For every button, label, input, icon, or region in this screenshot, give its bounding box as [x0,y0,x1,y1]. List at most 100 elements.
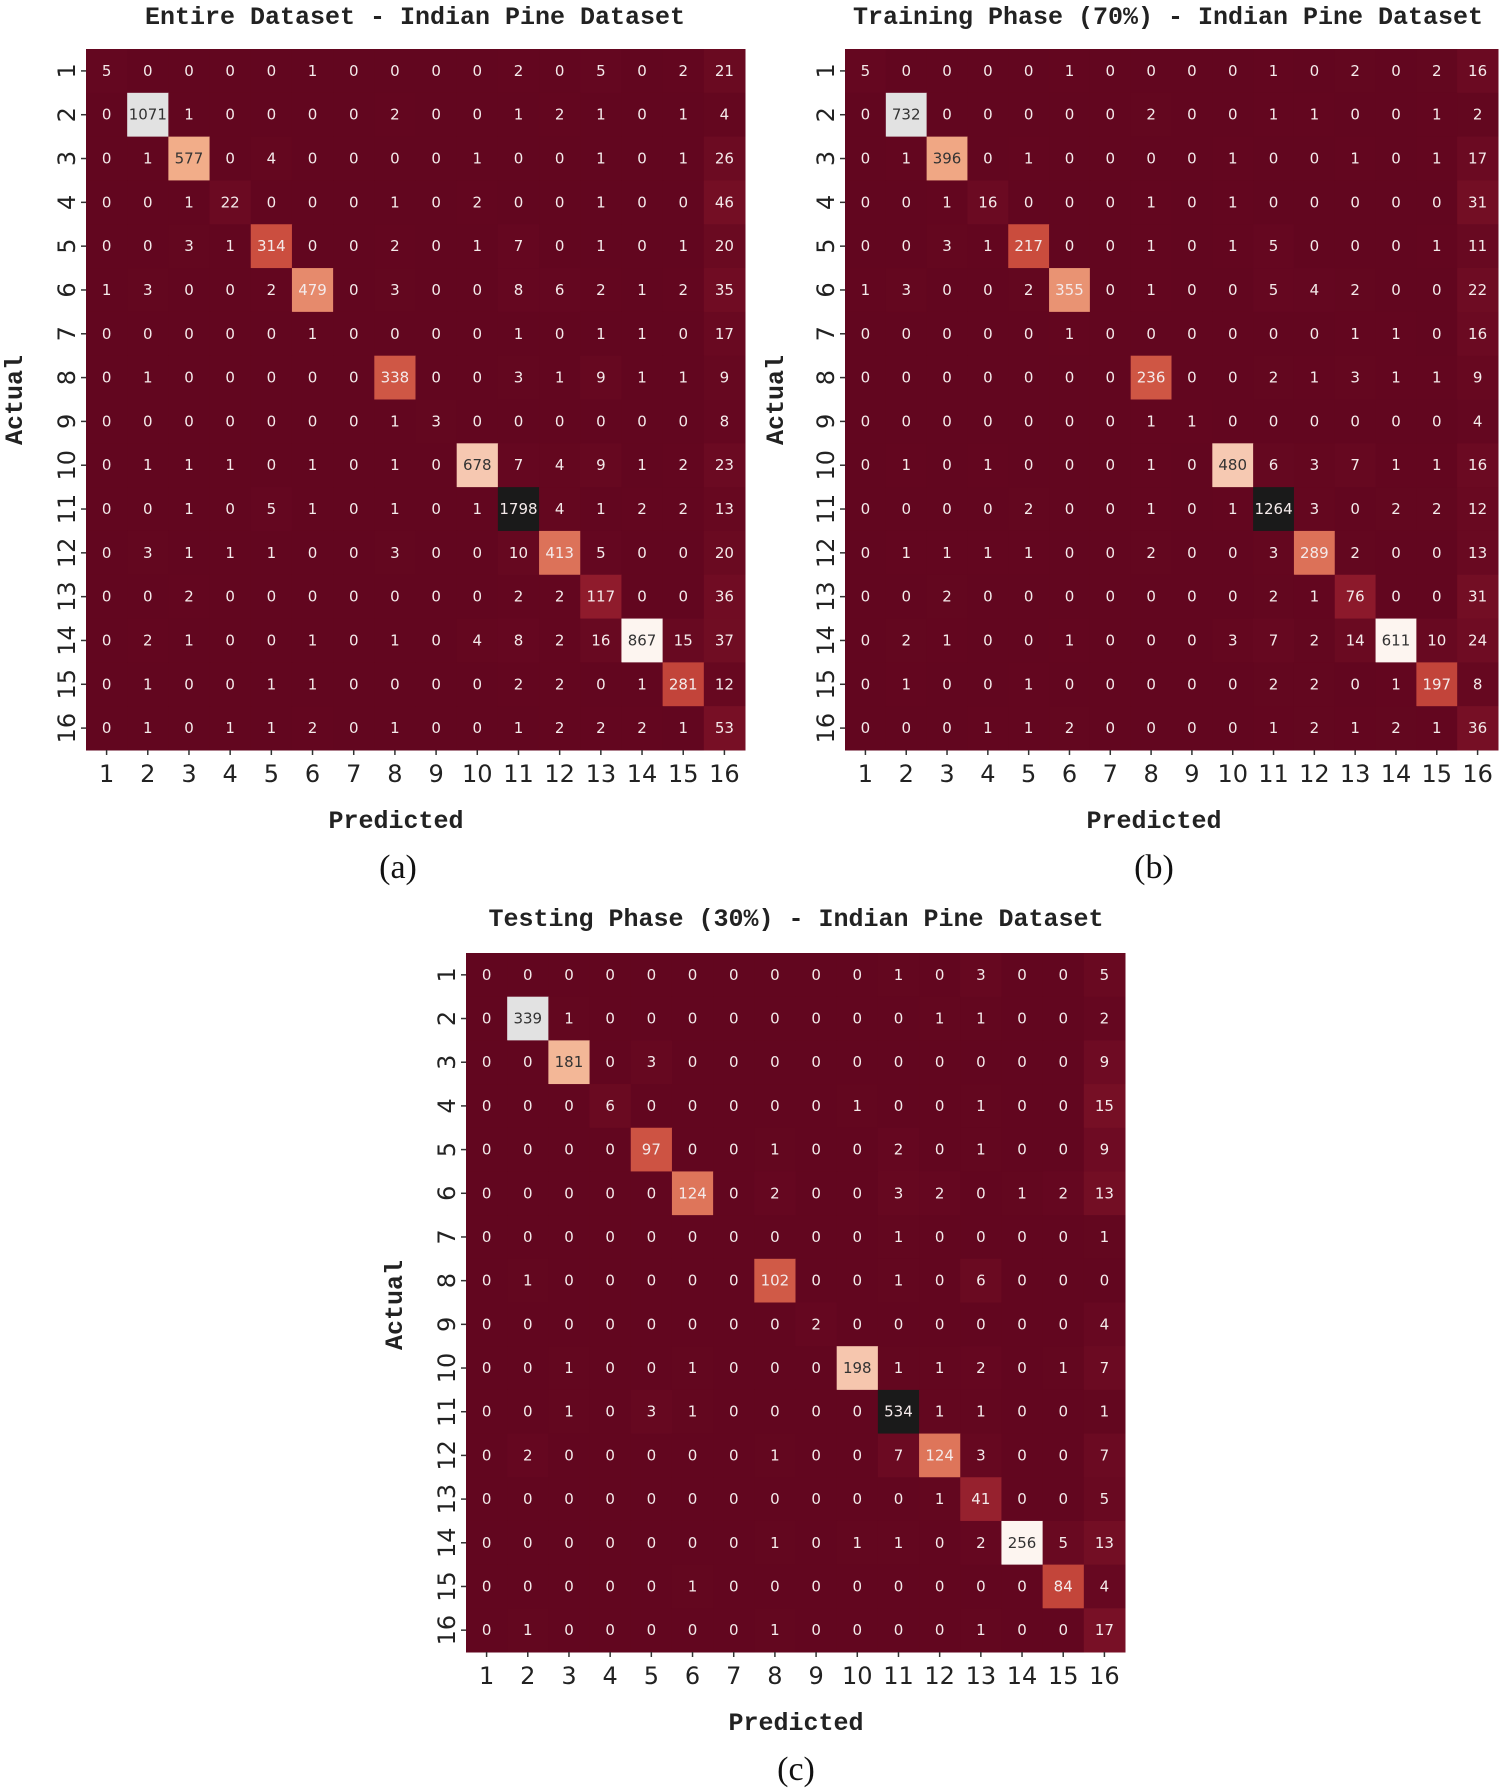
heatmap-cell [836,1302,879,1347]
heatmap-cell [548,1215,591,1260]
heatmap-cell [374,92,416,138]
heatmap-cell [1253,574,1295,620]
heatmap-cell [1083,1477,1126,1522]
cell-value-label: 0 [811,1621,821,1639]
cell-value-label: 0 [1024,106,1034,124]
heatmap-cell [1375,443,1417,488]
heatmap-cell [1293,180,1336,225]
heatmap-cell [1130,311,1172,357]
cell-value-label: 0 [853,1272,863,1290]
cell-value-label: 2 [678,62,688,80]
cell-value-label: 0 [482,1621,492,1639]
heatmap-cell [415,180,458,225]
heatmap-cell [1049,224,1091,269]
heatmap-cell [1253,443,1295,488]
cell-value-label: 0 [1391,62,1401,80]
heatmap-cell [1253,180,1295,225]
heatmap-cell [877,1564,920,1609]
x-tick-label: 11 [1258,760,1289,788]
heatmap-cell [580,92,622,138]
cell-value-label: 0 [935,1577,945,1595]
cell-value-label: 0 [102,544,112,562]
heatmap-cell [374,136,416,181]
cell-value-label: 0 [901,62,911,80]
cell-value-label: 13 [1095,1534,1114,1552]
heatmap-cell [1089,574,1132,620]
cell-value-label: 0 [431,500,441,518]
heatmap-cell [1171,487,1213,532]
heatmap-cell [209,224,252,269]
cell-value-label: 2 [770,1184,780,1202]
heatmap-cell [1334,268,1377,313]
cell-value-label: 355 [1055,281,1084,299]
cell-value-label: 0 [853,1141,863,1159]
x-tick-label: 4 [603,1662,618,1690]
heatmap-cell [1293,574,1336,620]
cell-value-label: 1 [267,675,277,693]
cell-value-label: 0 [1017,1010,1027,1028]
cell-value-label: 14 [1346,631,1365,649]
cell-value-label: 0 [729,1490,739,1508]
cell-value-label: 0 [564,1141,574,1159]
cell-value-label: 0 [1432,412,1442,430]
heatmap-cell [1089,92,1132,138]
cell-value-label: 0 [431,631,441,649]
cell-value-label: 0 [523,1577,533,1595]
heatmap-cell [589,1389,632,1435]
cell-value-label: 1 [143,369,153,387]
heatmap-cell [1253,618,1295,663]
heatmap-cell [919,1215,961,1260]
cell-value-label: 396 [933,150,962,168]
cell-value-label: 1 [308,631,318,649]
heatmap-cell [877,1520,920,1566]
cell-value-label: 0 [1058,966,1068,984]
cell-value-label: 0 [1187,588,1197,606]
heatmap-cell [127,706,169,751]
heatmap-cell [291,618,334,663]
cell-value-label: 0 [1187,369,1197,387]
cell-value-label: 0 [605,1228,615,1246]
cell-value-label: 0 [1187,544,1197,562]
heatmap-cell [548,996,591,1041]
heatmap-cell [86,92,128,138]
heatmap-cell [1253,662,1295,707]
heatmap-cell [1375,49,1417,94]
cell-value-label: 0 [102,456,112,474]
cell-value-label: 0 [1058,1621,1068,1639]
heatmap-cell [754,1608,796,1653]
cell-value-label: 0 [102,412,112,430]
heatmap-cell [250,574,293,620]
heatmap-cell [621,224,664,269]
cell-value-label: 534 [884,1403,913,1421]
heatmap-cell [580,662,622,707]
heatmap-cell [960,1040,1002,1085]
heatmap-cell [580,180,622,225]
x-tick-label: 6 [305,760,320,788]
heatmap-cell [1416,399,1458,444]
heatmap-cell [877,953,920,998]
cell-value-label: 0 [308,106,318,124]
cell-value-label: 0 [983,325,993,343]
heatmap-cell [1457,487,1499,532]
heatmap-cell [415,49,458,94]
cell-value-label: 0 [811,1359,821,1377]
heatmap-cell [1049,443,1091,488]
cell-value-label: 0 [861,412,871,430]
cell-value-label: 1 [523,1621,533,1639]
heatmap-cell [1042,1171,1085,1216]
heatmap-cell [466,1258,508,1303]
cell-value-label: 197 [1422,675,1451,693]
cell-value-label: 1 [473,150,483,168]
heatmap-cell [507,1389,549,1435]
cell-value-label: 0 [637,150,647,168]
heatmap-cell [250,355,293,400]
heatmap-cell [539,268,581,313]
heatmap-cell [86,487,128,532]
heatmap-cell [250,92,293,138]
cell-value-label: 16 [591,631,610,649]
cell-value-label: 0 [770,1228,780,1246]
heatmap-cell [1001,1171,1044,1216]
cell-value-label: 0 [184,719,194,737]
cell-value-label: 2 [1269,369,1279,387]
cell-value-label: 1 [935,1490,945,1508]
